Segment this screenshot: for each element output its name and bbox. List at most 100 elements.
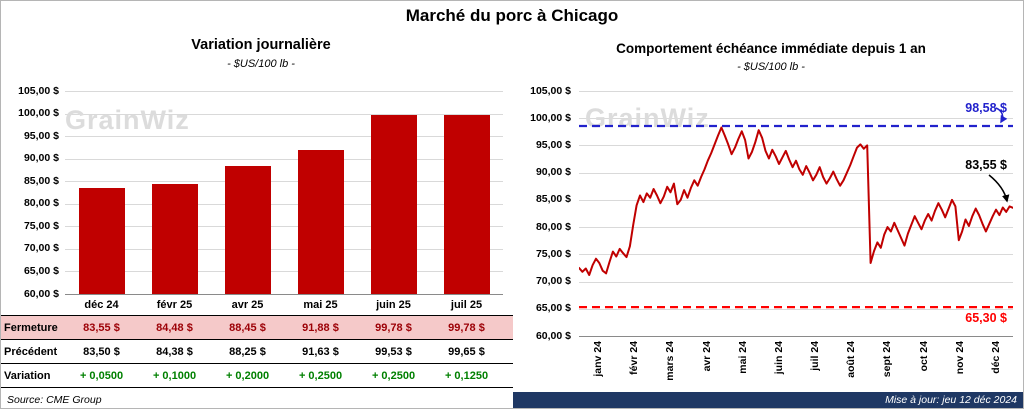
page-title: Marché du porc à Chicago (405, 6, 619, 25)
table-cell: 99,53 $ (375, 345, 412, 358)
table-cell: 99,78 $ (375, 321, 412, 334)
y-axis-label: 105,00 $ (18, 84, 59, 97)
updated-note: Mise à jour: jeu 12 déc 2024 (513, 392, 1023, 408)
gridline (65, 136, 503, 138)
table-cell: 83,55 $ (83, 321, 120, 334)
table-cell: + 0,2500 (371, 369, 416, 382)
y-axis-label: 80,00 $ (535, 220, 571, 233)
x-axis-label: oct 24 (917, 341, 930, 372)
gridline (65, 113, 503, 115)
gridline (579, 145, 1013, 147)
x-axis-label: juil 24 (809, 341, 822, 371)
x-axis-label: févr 24 (628, 341, 641, 375)
bar-déc-24 (78, 187, 125, 294)
support-value-label: 65,30 $ (965, 311, 1007, 325)
row-label-précédent: Précédent (4, 345, 58, 358)
column-header: mai 25 (303, 298, 338, 311)
bar-mai-25 (297, 150, 344, 294)
gridline (65, 248, 503, 250)
resistance-value-label: 98,58 $ (965, 101, 1007, 115)
gridline (579, 172, 1013, 174)
table-cell: 91,63 $ (302, 345, 339, 358)
gridline (579, 118, 1013, 120)
grainwiz-watermark-right: GrainWiz (585, 103, 710, 133)
column-header: déc 24 (84, 298, 119, 311)
line-chart-title: Comportement échéance immédiate depuis 1… (616, 41, 926, 56)
y-axis-label: 90,00 $ (535, 166, 571, 179)
column-header: juin 25 (376, 298, 411, 311)
gridline (579, 336, 1013, 337)
gridline (579, 308, 1013, 310)
gridline (579, 281, 1013, 283)
y-axis-label: 65,00 $ (23, 264, 59, 277)
gridline (65, 203, 503, 205)
quotes-table: déc 24 févr 25 avr 25 mai 25 juin 25 juil 25 F… (1, 294, 513, 388)
bar-févr-25 (151, 183, 198, 294)
y-axis-label: 85,00 $ (535, 193, 571, 206)
gridline (579, 254, 1013, 256)
y-axis-label: 65,00 $ (535, 302, 571, 315)
y-axis-label: 70,00 $ (535, 275, 571, 288)
row-label-variation: Variation (4, 369, 51, 382)
table-row: Précédent 83,50 $ 84,38 $ 88,25 $ 91,63 $ 99,… (1, 340, 513, 364)
y-axis-label: 100,00 $ (530, 111, 571, 124)
table-row: Variation + 0,0500 + 0,1000 + 0,2000 + 0,250… (1, 364, 513, 388)
table-cell: 83,50 $ (83, 345, 120, 358)
x-axis-label: janv 24 (592, 341, 605, 377)
table-row: Fermeture 83,55 $ 84,48 $ 88,45 $ 91,88 $ 99,… (1, 316, 513, 340)
x-axis-label: août 24 (845, 341, 858, 378)
gridline (579, 91, 1013, 92)
table-cell: 84,38 $ (156, 345, 193, 358)
table-cell: 99,65 $ (448, 345, 485, 358)
gridline (65, 226, 503, 228)
x-axis-label: sept 24 (881, 341, 894, 378)
x-axis-label: déc 24 (989, 341, 1002, 374)
table-cell: + 0,2500 (298, 369, 343, 382)
gridline (65, 271, 503, 273)
table-cell: 88,45 $ (229, 321, 266, 334)
x-axis-label: nov 24 (953, 341, 966, 375)
source-note: Source: CME Group (1, 392, 513, 408)
line-chart-subtitle: - $US/100 lb - (737, 61, 805, 73)
table-cell: + 0,1000 (152, 369, 197, 382)
table-cell: 84,48 $ (156, 321, 193, 334)
y-axis-label: 80,00 $ (23, 197, 59, 210)
table-cell: + 0,0500 (79, 369, 124, 382)
table-cell: 88,25 $ (229, 345, 266, 358)
x-axis-label: juin 24 (772, 341, 785, 375)
y-axis-label: 75,00 $ (23, 219, 59, 232)
gridline (65, 181, 503, 183)
y-axis-label: 70,00 $ (23, 242, 59, 255)
table-cell: + 0,2000 (225, 369, 270, 382)
bar-chart-title: Variation journalière (191, 37, 331, 53)
gridline (65, 294, 503, 295)
y-axis-label: 105,00 $ (530, 84, 571, 97)
x-axis-label: mai 24 (736, 341, 749, 374)
y-axis-label: 95,00 $ (535, 138, 571, 151)
bar-avr-25 (224, 165, 271, 294)
y-axis-label: 90,00 $ (23, 152, 59, 165)
table-cell: 99,78 $ (448, 321, 485, 334)
table-cell: 91,88 $ (302, 321, 339, 334)
y-axis-label: 95,00 $ (23, 129, 59, 142)
y-axis-label: 85,00 $ (23, 174, 59, 187)
row-label-fermeture: Fermeture (4, 321, 58, 334)
x-axis-label: avr 24 (700, 341, 713, 372)
grainwiz-watermark-left: GrainWiz (65, 105, 190, 135)
y-axis-label: 60,00 $ (535, 329, 571, 342)
table-header-row: déc 24 févr 25 avr 25 mai 25 juin 25 juil 25 (1, 294, 513, 316)
column-header: févr 25 (156, 298, 193, 311)
bar-juil-25 (443, 114, 490, 294)
last-price-label: 83,55 $ (965, 158, 1007, 172)
table-cell: + 0,1250 (444, 369, 489, 382)
price-line-svg (578, 91, 1014, 336)
gridline (65, 158, 503, 160)
y-axis-label: 75,00 $ (535, 247, 571, 260)
y-axis-label: 60,00 $ (23, 287, 59, 300)
gridline (579, 199, 1013, 201)
column-header: avr 25 (231, 298, 264, 311)
column-header: juil 25 (450, 298, 483, 311)
y-axis-label: 100,00 $ (18, 107, 59, 120)
bar-chart-subtitle: - $US/100 lb - (227, 58, 295, 70)
bar-juin-25 (370, 114, 417, 294)
